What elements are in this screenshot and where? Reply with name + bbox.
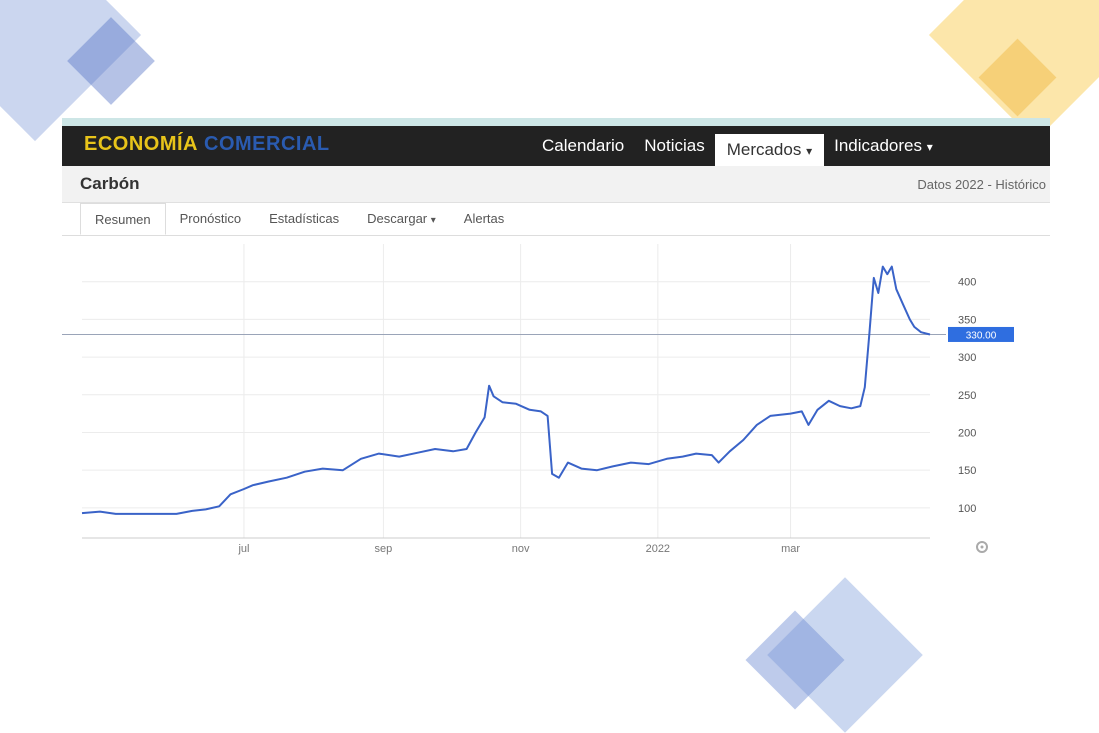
tab-pronostico[interactable]: Pronóstico — [179, 211, 242, 226]
nav-indicadores[interactable]: Indicadores ▾ — [834, 136, 933, 155]
x-tick-label: mar — [781, 543, 800, 555]
settings-gear-icon[interactable] — [976, 541, 988, 553]
nav-calendario[interactable]: Calendario — [542, 136, 625, 155]
screenshot-frame: ECONOMÍA COMERCIAL Calendario Noticias Me… — [62, 118, 1050, 562]
page-title: Carbón — [80, 174, 140, 193]
x-axis-ticks: jul sep nov 2022 mar — [237, 543, 800, 555]
current-value-badge — [948, 326, 1014, 342]
top-strip — [62, 118, 1050, 126]
tab-resumen[interactable]: Resumen — [80, 203, 166, 235]
main-nav: Calendario Noticias Mercados ▾ Indicador… — [532, 126, 943, 166]
page-header: Carbón Datos 2022 - Histórico — [62, 166, 1050, 203]
x-tick-label: 2022 — [646, 543, 670, 555]
page-meta-link[interactable]: Datos 2022 - Histórico — [917, 177, 1046, 192]
chevron-down-icon: ▾ — [430, 215, 436, 226]
current-value-label: 330.00 — [966, 330, 997, 341]
nav-mercados[interactable]: Mercados ▾ — [714, 134, 825, 166]
brand-logo[interactable]: ECONOMÍA COMERCIAL — [84, 133, 330, 156]
chart-grid — [82, 244, 930, 538]
y-tick-label: 350 — [958, 314, 976, 326]
tab-alertas[interactable]: Alertas — [463, 211, 505, 226]
tab-divider — [62, 235, 1050, 236]
tabs: Resumen Pronóstico Estadísticas Descarga… — [80, 203, 518, 235]
y-tick-label: 400 — [958, 277, 976, 289]
chevron-down-icon: ▾ — [926, 140, 933, 154]
y-tick-label: 250 — [958, 390, 976, 402]
y-tick-label: 150 — [958, 465, 976, 477]
x-tick-label: sep — [375, 543, 393, 555]
y-tick-label: 200 — [958, 427, 976, 439]
tab-estadisticas[interactable]: Estadísticas — [269, 211, 340, 226]
series-line[interactable] — [81, 265, 931, 515]
chevron-down-icon: ▾ — [806, 144, 813, 158]
navbar: ECONOMÍA COMERCIAL Calendario Noticias Me… — [62, 126, 1050, 166]
tab-descargar[interactable]: Descargar ▾ — [367, 211, 436, 226]
brand-part1: ECONOMÍA — [84, 133, 198, 155]
price-chart: 100 150 200 250 300 350 400 jul sep nov 2022 mar 3… — [62, 244, 1014, 555]
y-tick-label: 300 — [958, 352, 976, 364]
x-tick-label: nov — [512, 543, 530, 555]
y-tick-label: 100 — [958, 503, 976, 515]
y-axis-ticks: 100 150 200 250 300 350 400 — [958, 277, 976, 515]
brand-part2: COMERCIAL — [204, 133, 330, 155]
nav-noticias[interactable]: Noticias — [644, 136, 705, 155]
x-tick-label: jul — [237, 543, 249, 555]
